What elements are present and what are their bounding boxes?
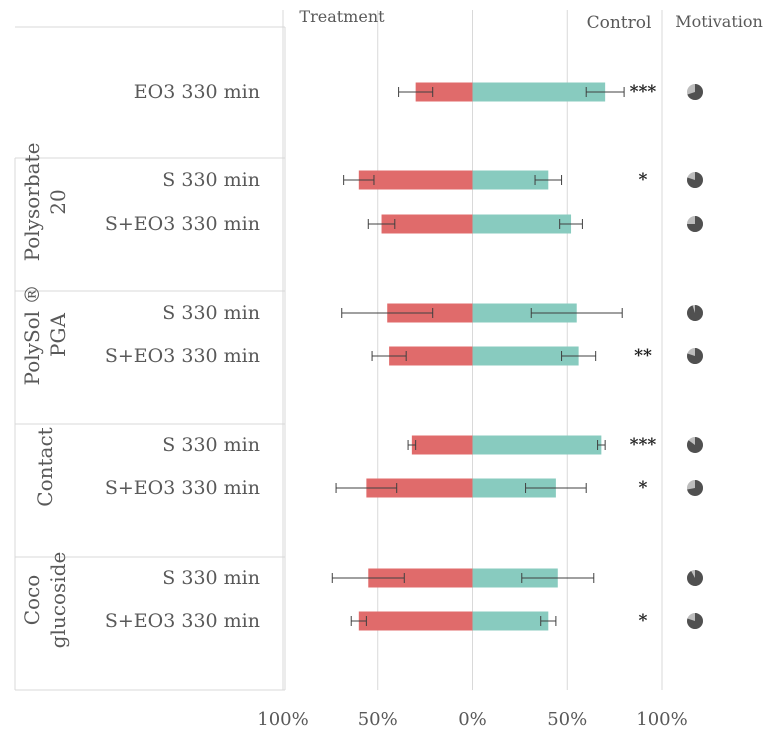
motivation-pie-slice bbox=[687, 84, 703, 100]
row-label: S 330 min bbox=[162, 567, 260, 589]
group-label: 20 bbox=[46, 189, 70, 214]
control-bar bbox=[472, 170, 549, 190]
control-bar bbox=[472, 435, 602, 455]
treatment-bar bbox=[366, 478, 473, 498]
treatment-bar bbox=[389, 346, 473, 366]
significance-label: * bbox=[639, 170, 648, 190]
row-label: EO3 330 min bbox=[134, 81, 260, 103]
group-label: Contact bbox=[33, 427, 57, 506]
treatment-bar bbox=[415, 82, 473, 102]
significance-label: *** bbox=[630, 82, 657, 102]
control-bar bbox=[472, 568, 558, 588]
control-bar bbox=[472, 346, 579, 366]
treatment-bar bbox=[358, 170, 473, 190]
row-label: S 330 min bbox=[162, 434, 260, 456]
control-bar bbox=[472, 82, 606, 102]
group-label: Polysorbate bbox=[20, 143, 44, 262]
row-label: S 330 min bbox=[162, 169, 260, 191]
x-tick-label: 50% bbox=[358, 709, 398, 730]
header-control: Control bbox=[587, 13, 652, 33]
x-tick-label: 100% bbox=[257, 709, 308, 730]
treatment-bar bbox=[381, 214, 473, 234]
group-label: PolySol ® bbox=[20, 285, 44, 386]
group-label: glucoside bbox=[46, 552, 70, 649]
motivation-pie-slice bbox=[687, 216, 703, 232]
x-tick-label: 50% bbox=[547, 709, 587, 730]
significance-label: * bbox=[639, 478, 648, 498]
control-bar bbox=[472, 478, 556, 498]
significance-label: *** bbox=[630, 435, 657, 455]
motivation-pie-slice bbox=[687, 570, 704, 586]
control-bar bbox=[472, 303, 577, 323]
x-tick-label: 100% bbox=[636, 709, 687, 730]
treatment-bar bbox=[368, 568, 473, 588]
header-motivation: Motivation bbox=[675, 12, 763, 31]
row-label: S+EO3 330 min bbox=[105, 345, 260, 367]
control-bar bbox=[472, 214, 572, 234]
row-label: S+EO3 330 min bbox=[105, 213, 260, 235]
header-treatment: Treatment bbox=[299, 7, 385, 26]
significance-label: * bbox=[639, 611, 648, 631]
motivation-pie-slice bbox=[687, 613, 704, 629]
control-bar bbox=[472, 611, 549, 631]
row-label: S+EO3 330 min bbox=[105, 477, 260, 499]
motivation-pie-slice bbox=[687, 437, 703, 453]
motivation-pie-slice bbox=[687, 348, 703, 365]
treatment-bar bbox=[411, 435, 473, 455]
row-label: S 330 min bbox=[162, 302, 260, 324]
group-label: PGA bbox=[46, 313, 70, 357]
motivation-pie-slice bbox=[687, 305, 703, 321]
treatment-bar bbox=[358, 611, 473, 631]
group-label: Coco bbox=[20, 575, 44, 626]
x-tick-label: 0% bbox=[458, 709, 487, 730]
motivation-pie-slice bbox=[687, 480, 703, 497]
row-label: S+EO3 330 min bbox=[105, 610, 260, 632]
motivation-pie-slice bbox=[687, 172, 703, 188]
significance-label: ** bbox=[634, 346, 652, 366]
